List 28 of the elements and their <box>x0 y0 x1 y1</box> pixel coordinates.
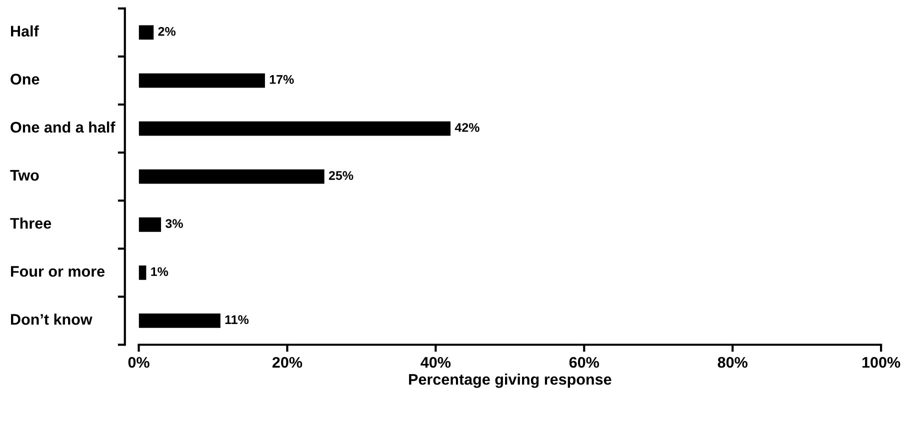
x-tick-label: 20% <box>272 356 302 368</box>
bar <box>138 121 451 136</box>
y-tick-label: One and a half <box>10 121 116 133</box>
data-label: 3% <box>166 219 183 228</box>
bar <box>138 73 265 88</box>
bar <box>138 217 162 232</box>
data-label: 17% <box>270 75 294 84</box>
y-tick-label: Don’t know <box>11 314 92 325</box>
x-tick-label: 100% <box>862 356 900 368</box>
x-tick-label: 40% <box>420 356 451 368</box>
x-tick-label: 60% <box>569 356 600 368</box>
y-tick-label: Three <box>10 218 52 229</box>
y-tick-label: Half <box>11 25 39 37</box>
data-label: 25% <box>328 171 354 180</box>
x-axis-title: Percentage giving response <box>409 374 612 388</box>
data-label: 42% <box>454 123 480 132</box>
x-tick-label: 80% <box>718 356 748 368</box>
data-label: 1% <box>151 267 168 276</box>
bar <box>138 25 154 40</box>
y-tick-label: Four or more <box>11 266 105 277</box>
bar <box>138 169 324 184</box>
bar <box>138 314 220 328</box>
data-label: 2% <box>158 26 176 36</box>
x-tick-label: 0% <box>128 356 150 368</box>
bar <box>138 265 146 280</box>
y-tick-label: One <box>10 74 40 85</box>
y-tick-label: Two <box>10 170 39 181</box>
data-label: 11% <box>225 315 249 324</box>
